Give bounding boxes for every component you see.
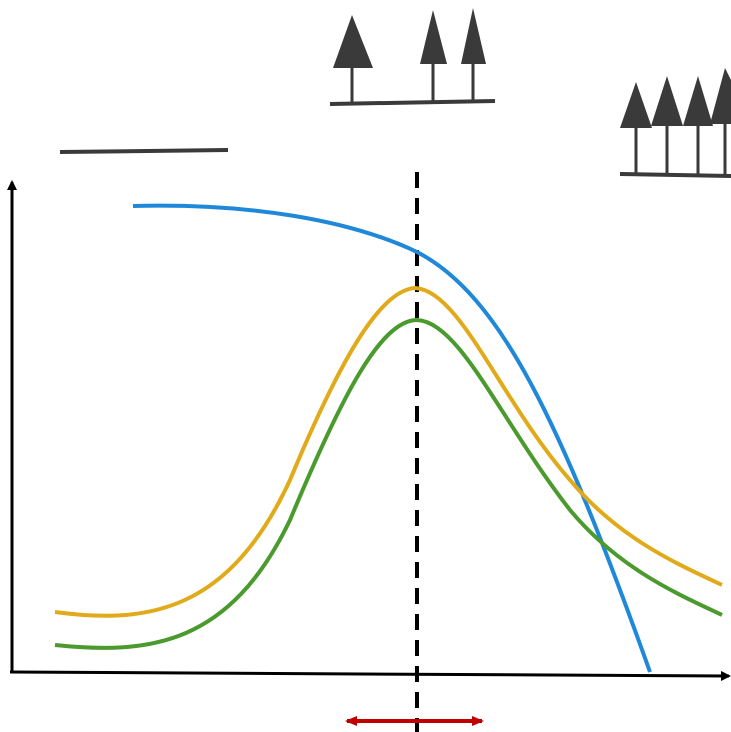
bare-ground [60,150,228,152]
dense-ground [620,174,731,176]
